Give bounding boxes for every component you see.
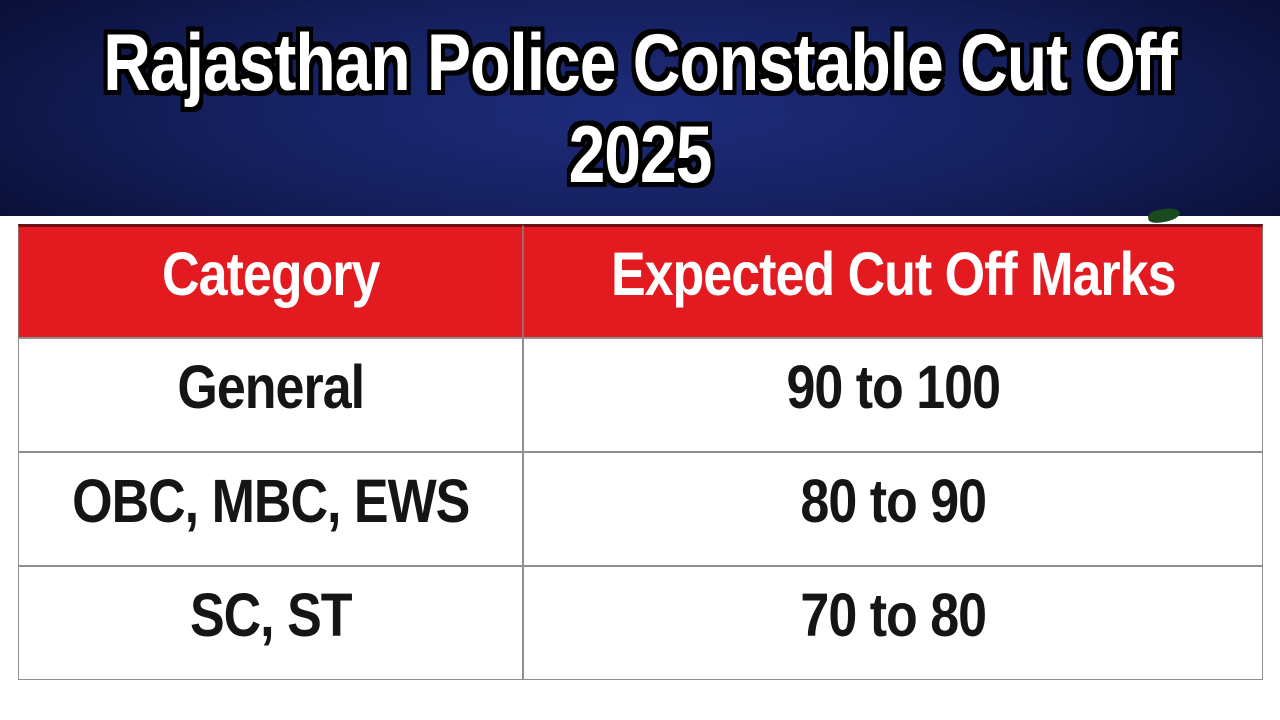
header-category-label: Category: [162, 240, 380, 310]
header-cell-category: Category: [18, 224, 524, 338]
cutoff-table: Category Expected Cut Off Marks General …: [18, 224, 1263, 680]
banner: Rajasthan Police Constable Cut Off 2025: [0, 0, 1280, 216]
page-title-line2: 2025: [568, 108, 713, 200]
category-value: General: [177, 353, 365, 423]
cell-category: General: [18, 338, 524, 452]
table-row: OBC, MBC, EWS 80 to 90: [18, 452, 1263, 566]
cell-marks: 80 to 90: [523, 452, 1263, 566]
cell-category: OBC, MBC, EWS: [18, 452, 524, 566]
cell-category: SC, ST: [18, 566, 524, 680]
page-title-line1: Rajasthan Police Constable Cut Off: [103, 16, 1177, 108]
marks-value: 90 to 100: [786, 353, 1001, 423]
cell-marks: 90 to 100: [523, 338, 1263, 452]
table-row: General 90 to 100: [18, 338, 1263, 452]
table-header-row: Category Expected Cut Off Marks: [18, 224, 1263, 338]
cutoff-table-container: Category Expected Cut Off Marks General …: [18, 224, 1263, 680]
table-row: SC, ST 70 to 80: [18, 566, 1263, 680]
marks-value: 70 to 80: [800, 581, 987, 651]
marks-value: 80 to 90: [800, 467, 987, 537]
category-value: OBC, MBC, EWS: [72, 467, 470, 537]
cell-marks: 70 to 80: [523, 566, 1263, 680]
category-value: SC, ST: [189, 581, 353, 651]
header-marks-label: Expected Cut Off Marks: [610, 240, 1177, 310]
header-cell-marks: Expected Cut Off Marks: [523, 224, 1263, 338]
